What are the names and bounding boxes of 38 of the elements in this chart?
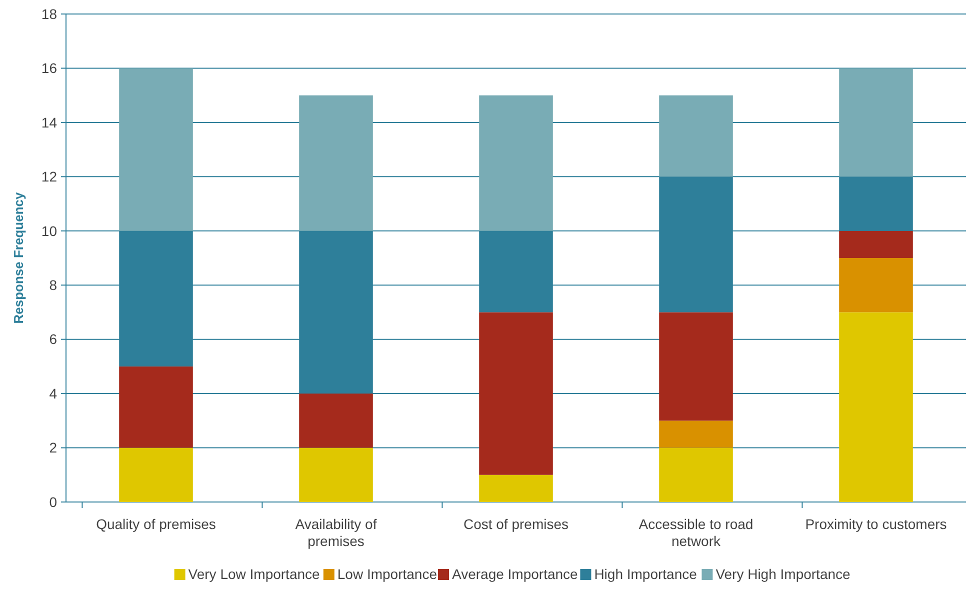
bar — [659, 448, 733, 502]
bar — [839, 312, 913, 502]
y-axis-title: Response Frequency — [11, 191, 26, 324]
y-tick-label: 6 — [49, 331, 58, 348]
x-tick-label: Accessible to road network — [638, 516, 754, 549]
bar — [839, 258, 913, 312]
bar — [299, 448, 373, 502]
bar — [119, 68, 193, 231]
legend-label: Low Importance — [337, 566, 438, 582]
bar — [839, 230, 913, 258]
bar — [659, 95, 733, 177]
x-tick-label: Cost of premises — [463, 516, 569, 532]
bar — [299, 394, 373, 448]
bar — [479, 474, 553, 502]
y-tick-label: 16 — [41, 60, 58, 76]
legend-label: Very Low Importance — [188, 566, 320, 582]
y-tick-label: 8 — [49, 277, 58, 294]
bar — [659, 420, 733, 448]
y-tick-label: 12 — [41, 168, 58, 185]
bar — [299, 95, 373, 231]
legend-label: Very High Importance — [716, 566, 851, 582]
bar — [839, 68, 913, 177]
y-tick-label: 4 — [49, 385, 58, 402]
bar — [119, 448, 193, 502]
x-tick-label: Proximity to customers — [805, 516, 947, 532]
x-tick-label: Quality of premises — [96, 516, 216, 532]
bar — [479, 95, 553, 231]
legend-label: High Importance — [594, 566, 698, 582]
y-tick-label: 18 — [41, 6, 58, 22]
legend-label: Average Importance — [452, 566, 578, 582]
y-tick-label: 2 — [49, 440, 58, 456]
y-tick-label: 14 — [41, 114, 58, 130]
bar — [479, 312, 553, 475]
y-tick-label: 10 — [41, 222, 58, 239]
bar — [119, 366, 193, 448]
bar — [659, 312, 733, 421]
y-tick-label: 0 — [49, 494, 58, 510]
x-tick-label: Availability of premises — [295, 516, 377, 549]
